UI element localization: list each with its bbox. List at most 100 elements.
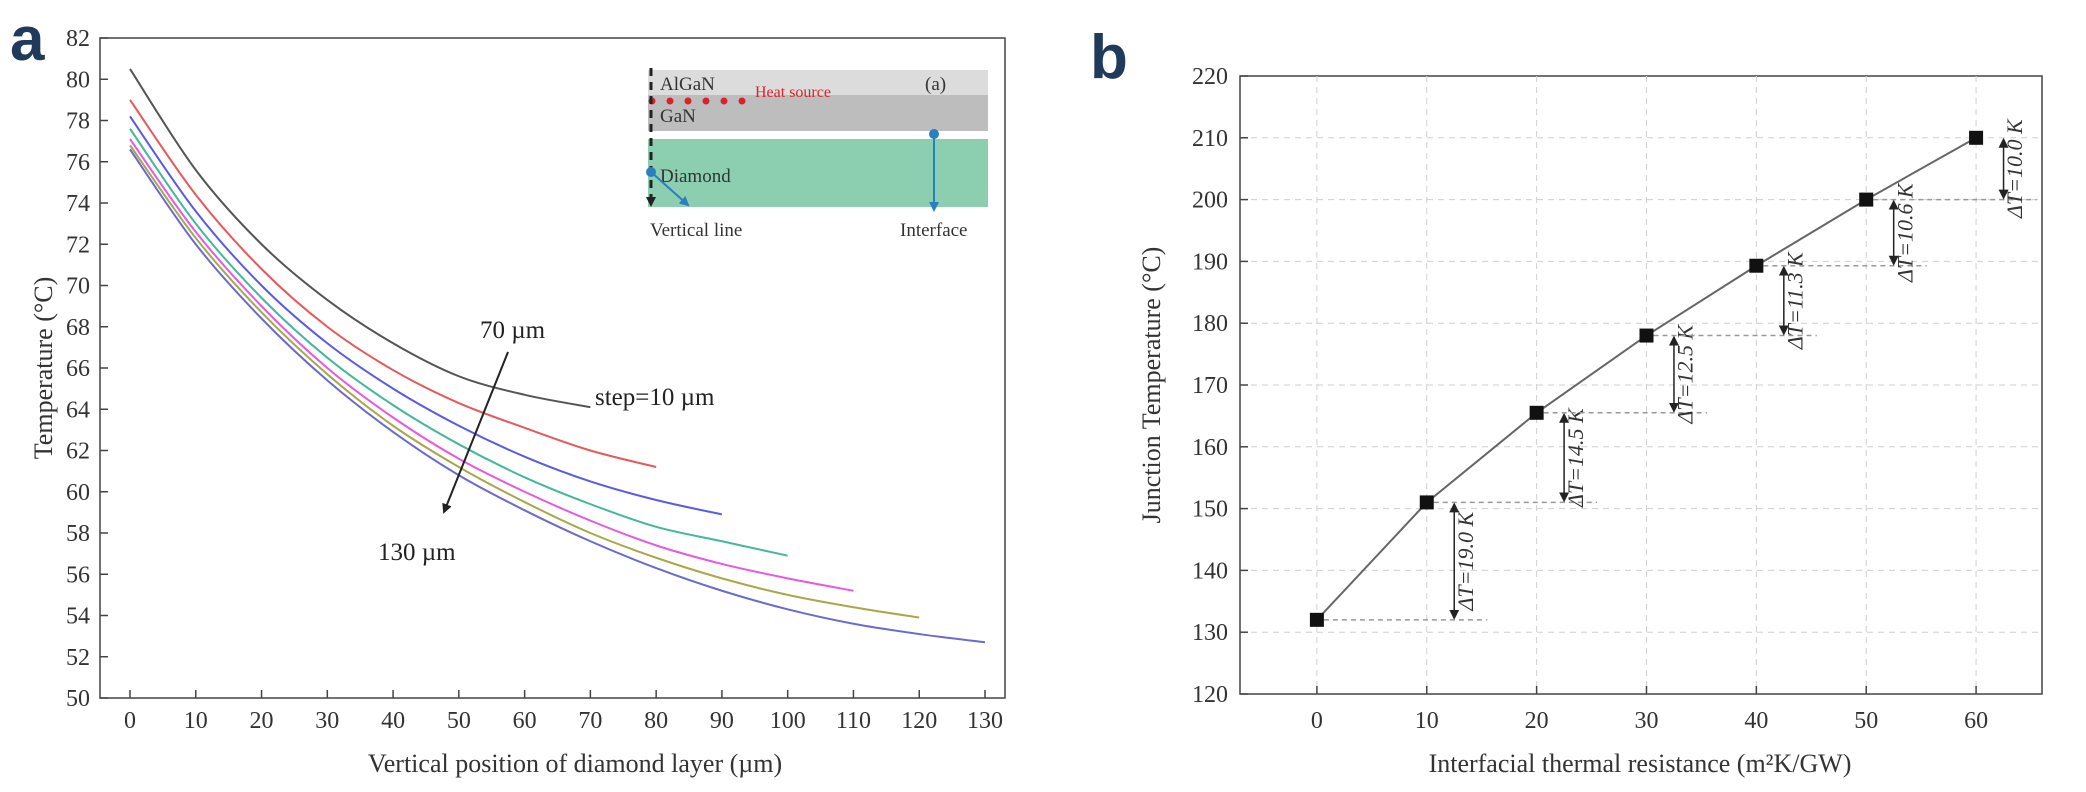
inset-diamond-layer bbox=[648, 139, 988, 207]
chart-b-points bbox=[1309, 130, 1984, 627]
data-point bbox=[1749, 258, 1764, 273]
chart-b: 120 130 140 150 160 170 180 190 200 210 220 0 10 20 3… bbox=[1137, 64, 2043, 778]
chart-a-x-ticks: 0 10 20 30 40 50 60 70 80 90 100 110 120 130 bbox=[124, 690, 1003, 734]
inset-vertical-line-label: Vertical line bbox=[650, 220, 742, 241]
y-tick-label: 210 bbox=[1192, 126, 1228, 152]
inset-heat-source-label: Heat source bbox=[755, 84, 831, 101]
data-point bbox=[1529, 405, 1544, 420]
x-tick-label: 10 bbox=[184, 708, 208, 734]
inset-gan-label: GaN bbox=[660, 106, 696, 127]
y-tick-label: 220 bbox=[1192, 64, 1228, 90]
y-tick-label: 64 bbox=[66, 397, 90, 423]
delta-label: ΔT=12.5 K bbox=[1673, 324, 1698, 425]
y-tick-label: 70 bbox=[66, 274, 90, 300]
y-tick-label: 200 bbox=[1192, 188, 1228, 214]
x-tick-label: 0 bbox=[1311, 708, 1323, 734]
chart-a-series bbox=[129, 68, 986, 644]
y-tick-label: 78 bbox=[66, 109, 90, 135]
y-tick-label: 170 bbox=[1192, 373, 1228, 399]
x-tick-label: 40 bbox=[1744, 708, 1768, 734]
inset-diagonal-arrow bbox=[650, 171, 690, 207]
x-tick-label: 60 bbox=[513, 708, 537, 734]
series-line-130um bbox=[129, 148, 986, 644]
chart-a-frame bbox=[99, 37, 1006, 699]
y-tick-label: 52 bbox=[66, 645, 90, 671]
inset-algan-label: AlGaN bbox=[660, 74, 715, 95]
y-tick-label: 66 bbox=[66, 356, 90, 382]
y-tick-label: 54 bbox=[66, 604, 90, 630]
x-tick-label: 110 bbox=[836, 708, 871, 734]
chart-b-grid bbox=[1240, 76, 2042, 694]
series-line-70um bbox=[129, 68, 591, 409]
panel-label-b: b bbox=[1090, 23, 1128, 92]
y-tick-label: 140 bbox=[1192, 558, 1228, 584]
chart-b-y-ticks: 120 130 140 150 160 170 180 190 200 210 220 bbox=[1192, 64, 1248, 708]
y-tick-label: 62 bbox=[66, 439, 90, 465]
x-tick-label: 10 bbox=[1415, 708, 1439, 734]
chart-a: 50 52 54 56 58 60 62 64 66 68 70 72 74 76 78 80 82 0 10 20… bbox=[29, 26, 1006, 778]
delta-label: ΔT=11.3 K bbox=[1782, 251, 1807, 350]
anno-130um: 130 µm bbox=[378, 539, 456, 566]
y-tick-label: 160 bbox=[1192, 435, 1228, 461]
x-tick-label: 40 bbox=[381, 708, 405, 734]
chart-a-x-label: Vertical position of diamond layer (µm) bbox=[368, 749, 782, 778]
y-tick-label: 50 bbox=[66, 686, 90, 712]
anno-arrow bbox=[442, 351, 509, 514]
y-tick-label: 82 bbox=[66, 26, 90, 52]
series-line-100um bbox=[129, 128, 788, 557]
delta-label: ΔT=10.6 K bbox=[1892, 182, 1917, 283]
inset-panel-tag: (a) bbox=[925, 74, 946, 95]
inset-heat-dots bbox=[648, 97, 746, 105]
data-point bbox=[1969, 130, 1984, 145]
series-line-110um bbox=[129, 138, 854, 592]
x-tick-label: 90 bbox=[710, 708, 734, 734]
chart-b-y-label: Junction Temperature (°C) bbox=[1137, 247, 1166, 524]
series-line-90um bbox=[129, 115, 723, 516]
chart-b-x-label: Interfacial thermal resistance (m²K/GW) bbox=[1429, 749, 1852, 778]
y-tick-label: 150 bbox=[1192, 497, 1228, 523]
y-tick-label: 74 bbox=[66, 191, 90, 217]
y-tick-label: 120 bbox=[1192, 682, 1228, 708]
x-tick-label: 80 bbox=[644, 708, 668, 734]
inset-interface-label: Interface bbox=[900, 220, 968, 241]
inset-point-right bbox=[929, 129, 939, 139]
y-tick-label: 58 bbox=[66, 521, 90, 547]
x-tick-label: 60 bbox=[1964, 708, 1988, 734]
y-tick-label: 130 bbox=[1192, 620, 1228, 646]
x-tick-label: 20 bbox=[250, 708, 274, 734]
x-tick-label: 70 bbox=[578, 708, 602, 734]
chart-b-x-ticks: 0 10 20 30 40 50 60 bbox=[1311, 686, 1988, 734]
y-tick-label: 180 bbox=[1192, 311, 1228, 337]
data-point bbox=[1639, 328, 1654, 343]
y-tick-label: 76 bbox=[66, 150, 90, 176]
x-tick-label: 130 bbox=[967, 708, 1003, 734]
x-tick-label: 20 bbox=[1525, 708, 1549, 734]
y-tick-label: 60 bbox=[66, 480, 90, 506]
x-tick-label: 30 bbox=[1634, 708, 1658, 734]
y-tick-label: 80 bbox=[66, 67, 90, 93]
inset-diagram: AlGaN GaN Diamond Heat source (a) Vertic… bbox=[646, 68, 988, 241]
y-tick-label: 72 bbox=[66, 232, 90, 258]
inset-algan-layer bbox=[648, 70, 988, 95]
delta-label: ΔT=10.0 K bbox=[2002, 118, 2027, 219]
data-point bbox=[1309, 612, 1324, 627]
x-tick-label: 100 bbox=[770, 708, 806, 734]
inset-diamond-label: Diamond bbox=[660, 166, 731, 187]
chart-b-deltas: ΔT=19.0 K ΔT=14.5 K ΔT=12.5 K ΔT=11.3 K ΔT=1… bbox=[1323, 118, 2037, 621]
x-tick-label: 50 bbox=[447, 708, 471, 734]
chart-a-y-ticks: 50 52 54 56 58 60 62 64 66 68 70 72 74 76 78 80 82 bbox=[66, 26, 108, 712]
x-tick-label: 50 bbox=[1854, 708, 1878, 734]
x-tick-label: 120 bbox=[901, 708, 937, 734]
anno-step: step=10 µm bbox=[595, 384, 715, 411]
inset-point-left bbox=[646, 167, 656, 177]
x-tick-label: 30 bbox=[315, 708, 339, 734]
delta-label: ΔT=14.5 K bbox=[1563, 407, 1588, 508]
data-point bbox=[1859, 192, 1874, 207]
anno-70um: 70 µm bbox=[480, 317, 546, 344]
panel-label-a: a bbox=[10, 5, 45, 74]
y-tick-label: 56 bbox=[66, 562, 90, 588]
series-line-120um bbox=[129, 144, 920, 619]
chart-a-y-label: Temperature (°C) bbox=[29, 277, 58, 460]
y-tick-label: 68 bbox=[66, 315, 90, 341]
